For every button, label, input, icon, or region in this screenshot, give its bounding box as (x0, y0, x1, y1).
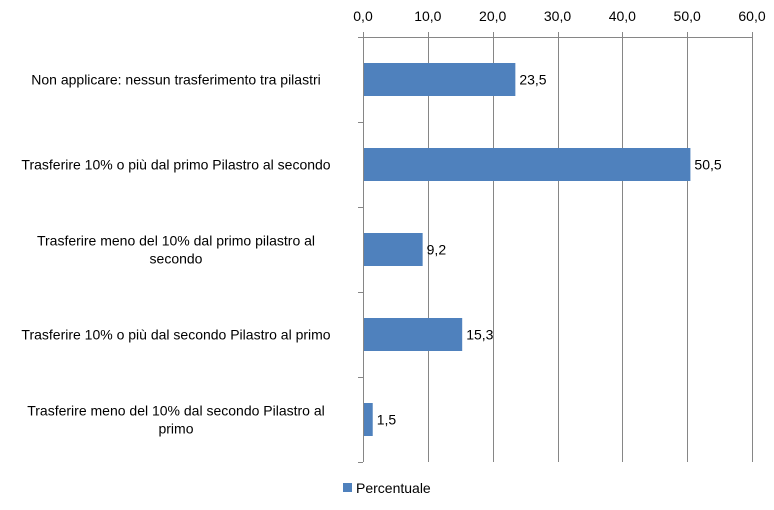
x-tick-label: 20,0 (479, 8, 506, 24)
category-label: Trasferire meno del 10% dal secondo Pila… (27, 403, 325, 437)
x-tick-label: 50,0 (674, 8, 701, 24)
axes (358, 32, 753, 463)
category-label: Trasferire 10% o più dal primo Pilastro … (21, 157, 330, 173)
x-tick-label: 30,0 (544, 8, 571, 24)
data-label: 15,3 (466, 327, 493, 343)
category-label-line: secondo (150, 251, 203, 267)
gridlines (428, 37, 753, 462)
category-label-line: Non applicare: nessun trasferimento tra … (31, 72, 320, 88)
legend: Percentuale (343, 480, 431, 496)
data-label: 23,5 (519, 72, 546, 88)
legend-swatch (343, 483, 352, 492)
category-label-line: Trasferire meno del 10% dal primo pilast… (37, 233, 315, 249)
bar (364, 318, 463, 351)
category-label: Trasferire 10% o più dal secondo Pilastr… (21, 327, 330, 343)
data-label: 9,2 (427, 242, 447, 258)
data-label: 1,5 (377, 412, 397, 428)
bar (364, 148, 691, 181)
bars (364, 63, 691, 436)
category-label-line: primo (158, 421, 193, 437)
category-label-line: Trasferire 10% o più dal secondo Pilastr… (21, 327, 330, 343)
data-label: 50,5 (694, 157, 721, 173)
x-tick-label: 40,0 (609, 8, 636, 24)
bar (364, 63, 516, 96)
category-label: Trasferire meno del 10% dal primo pilast… (37, 233, 315, 267)
bar (364, 403, 373, 436)
legend-label: Percentuale (356, 480, 431, 496)
category-label-line: Trasferire meno del 10% dal secondo Pila… (27, 403, 325, 419)
x-tick-label: 0,0 (353, 8, 373, 24)
labels: 0,0 10,0 20,0 30,0 40,0 50,0 60,0 23,5 Non appli… (21, 8, 765, 437)
category-label: Non applicare: nessun trasferimento tra … (31, 72, 320, 88)
x-tick-label: 10,0 (414, 8, 441, 24)
bar (364, 233, 423, 266)
x-tick-label: 60,0 (738, 8, 765, 24)
category-label-line: Trasferire 10% o più dal primo Pilastro … (21, 157, 330, 173)
